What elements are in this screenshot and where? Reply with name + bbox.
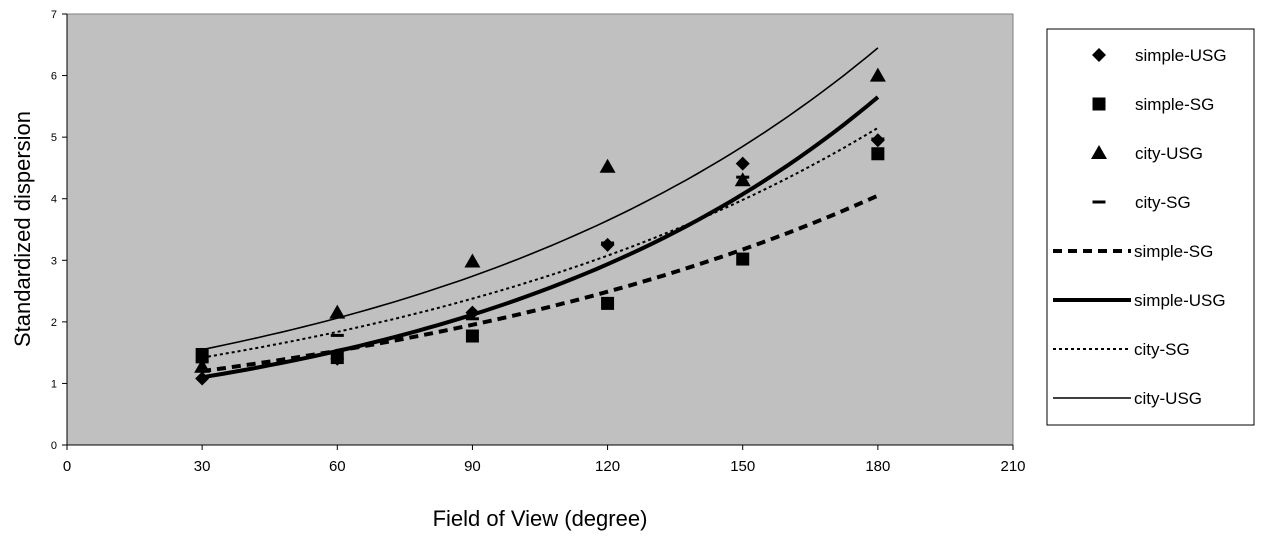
point-city-SG	[331, 334, 344, 337]
point-city-SG	[466, 317, 479, 320]
point-city-SG	[601, 242, 614, 245]
y-tick-label: 1	[51, 378, 57, 390]
legend-label: city-USG	[1134, 389, 1202, 408]
y-tick-label: 6	[51, 71, 57, 83]
y-axis-title: Standardized dispersion	[10, 111, 35, 347]
x-axis-title: Field of View (degree)	[433, 506, 648, 531]
y-tick-label: 4	[51, 194, 57, 206]
x-tick-label: 90	[464, 458, 481, 475]
legend-box	[1047, 29, 1254, 425]
legend-label: simple-SG	[1134, 242, 1213, 261]
plot-area	[67, 14, 1013, 445]
legend-label: simple-USG	[1134, 291, 1226, 310]
legend-dash-icon	[1093, 201, 1106, 204]
point-simple-SG	[736, 253, 749, 266]
y-tick-label: 3	[51, 255, 57, 267]
legend-label: city-SG	[1135, 193, 1191, 212]
x-axis: 0 30 60 90 120 150 180 210	[63, 445, 1026, 475]
y-tick-label: 5	[51, 132, 57, 144]
point-city-SG	[871, 137, 884, 140]
point-city-SG	[196, 360, 209, 363]
x-tick-label: 120	[595, 458, 620, 475]
x-tick-label: 30	[194, 458, 211, 475]
legend-square-icon	[1093, 98, 1106, 111]
y-tick-label: 0	[51, 440, 57, 452]
y-axis: 0 1 2 3 4 5 6 7	[51, 9, 67, 452]
y-tick-label: 7	[51, 9, 57, 21]
legend-label: city-USG	[1135, 144, 1203, 163]
point-simple-SG	[466, 330, 479, 343]
y-tick-label: 2	[51, 317, 57, 329]
legend-label: city-SG	[1134, 340, 1190, 359]
point-simple-SG	[331, 351, 344, 364]
legend: simple-USG simple-SG city-USG city-SG simple…	[1047, 29, 1254, 425]
x-tick-label: 0	[63, 458, 71, 475]
point-city-SG	[736, 176, 749, 179]
x-tick-label: 210	[1000, 458, 1025, 475]
point-simple-SG	[871, 147, 884, 160]
point-simple-SG	[601, 297, 614, 310]
x-tick-label: 150	[730, 458, 755, 475]
legend-label: simple-SG	[1135, 95, 1214, 114]
legend-label: simple-USG	[1135, 46, 1227, 65]
x-tick-label: 180	[865, 458, 890, 475]
x-tick-label: 60	[329, 458, 346, 475]
